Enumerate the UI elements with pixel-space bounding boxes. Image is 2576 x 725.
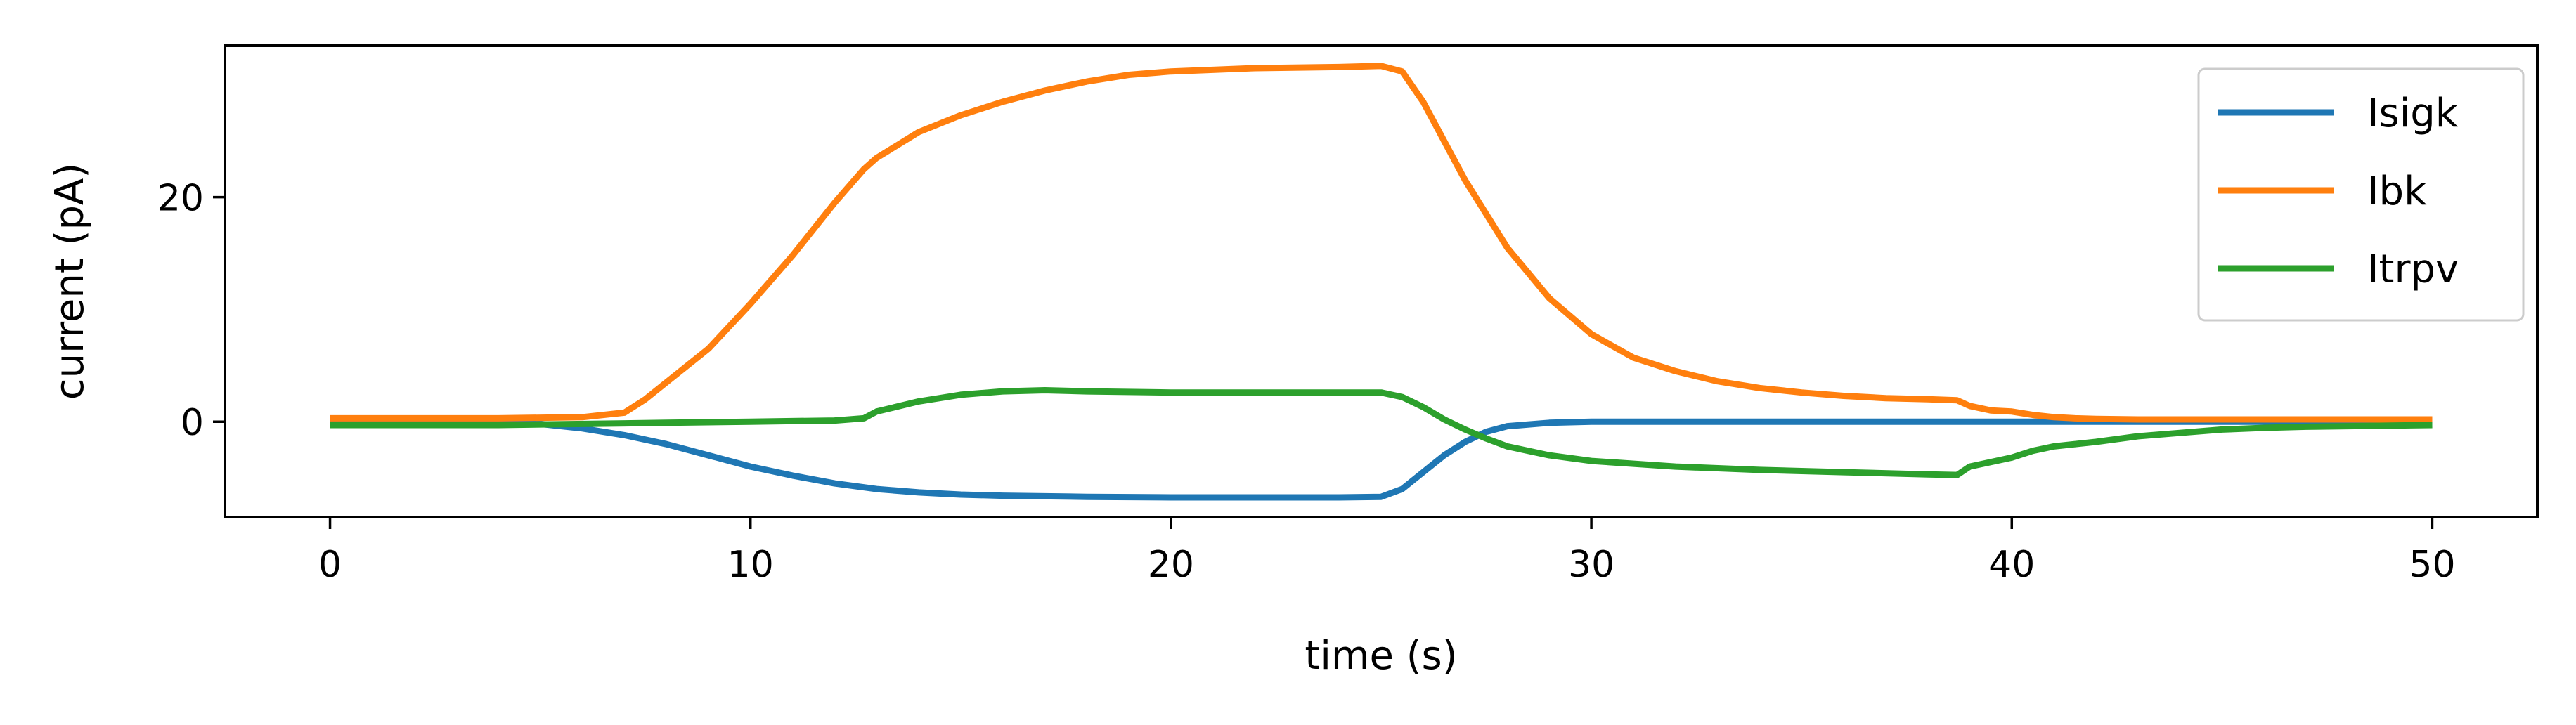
x-tick-label: 10	[727, 544, 774, 586]
x-tick-label: 20	[1148, 544, 1194, 586]
series-line-ibk	[330, 63, 2433, 423]
x-tick-label: 30	[1568, 544, 1614, 586]
y-axis: 0 20	[157, 178, 225, 444]
legend-frame	[2197, 67, 2525, 322]
x-tick-label: 50	[2409, 544, 2455, 586]
x-axis-label: time (s)	[1305, 633, 1457, 679]
series-group	[330, 63, 2433, 501]
legend-label-ibk: Ibk	[2367, 169, 2427, 214]
legend-label-itrpv: Itrpv	[2367, 247, 2459, 292]
legend-label-isigk: Isigk	[2367, 91, 2459, 136]
plot-area	[330, 63, 2433, 501]
y-axis-label: current (pA)	[47, 163, 93, 400]
legend: Isigk Ibk Itrpv	[2197, 67, 2525, 322]
x-tick-label: 40	[1988, 544, 2035, 586]
y-tick-label: 0	[181, 402, 204, 444]
y-tick-label: 20	[157, 178, 204, 220]
series-line-itrpv	[330, 387, 2433, 478]
x-axis: 0 10 20 30 40 50	[318, 517, 2456, 586]
series-line-isigk	[330, 418, 2433, 501]
plot-frame	[224, 44, 2539, 518]
x-tick-label: 0	[318, 544, 342, 586]
